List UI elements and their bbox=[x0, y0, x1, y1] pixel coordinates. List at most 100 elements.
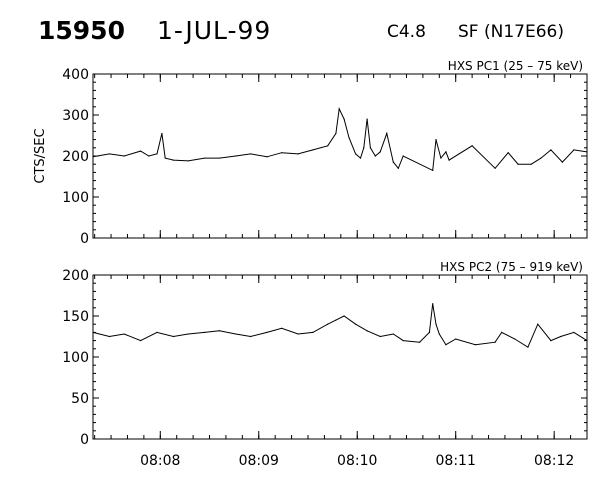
data-point bbox=[266, 156, 268, 158]
data-point bbox=[550, 340, 552, 342]
data-point bbox=[343, 315, 345, 317]
data-point bbox=[172, 159, 175, 161]
x-tick-label: 08:10 bbox=[337, 453, 377, 469]
data-point bbox=[537, 323, 539, 325]
data-point bbox=[249, 153, 252, 155]
data-point bbox=[392, 161, 394, 163]
data-point bbox=[92, 331, 94, 333]
data-point bbox=[312, 149, 314, 151]
data-point bbox=[386, 132, 388, 135]
data-point bbox=[474, 344, 476, 346]
data-point bbox=[108, 153, 111, 155]
data-point bbox=[366, 330, 368, 332]
panel-pc1: HXS PC1 (25 – 75 keV) 0 100 200 300 400 CTS/SE… bbox=[33, 59, 588, 247]
data-point bbox=[335, 132, 337, 135]
x-tick-label: 08:12 bbox=[534, 453, 574, 469]
data-point bbox=[139, 340, 142, 342]
event-number: 15950 bbox=[38, 16, 125, 45]
data-point bbox=[123, 333, 125, 335]
x-tick-label: 08:08 bbox=[140, 453, 180, 469]
data-point bbox=[494, 167, 496, 169]
plot-frame bbox=[92, 73, 588, 239]
data-point bbox=[204, 331, 206, 333]
data-point bbox=[435, 323, 437, 325]
y-tick-label: 400 bbox=[62, 67, 89, 83]
flare-class: C4.8 bbox=[387, 22, 426, 42]
data-point bbox=[374, 155, 376, 157]
data-point bbox=[297, 333, 299, 335]
data-point bbox=[440, 157, 442, 159]
panel-title: HXS PC2 (75 – 919 keV) bbox=[440, 260, 583, 274]
y-tick-label: 50 bbox=[71, 391, 89, 407]
data-point bbox=[354, 323, 357, 325]
data-point bbox=[354, 153, 357, 155]
data-point bbox=[312, 331, 314, 333]
event-date: 1-JUL-99 bbox=[157, 16, 272, 45]
data-point bbox=[402, 340, 404, 342]
data-point bbox=[235, 155, 237, 157]
data-point bbox=[343, 118, 345, 120]
data-point bbox=[517, 163, 519, 165]
data-point bbox=[550, 149, 552, 151]
data-point bbox=[281, 327, 283, 329]
data-point bbox=[338, 108, 340, 110]
data-point bbox=[573, 149, 575, 151]
data-point bbox=[379, 151, 381, 153]
panel-pc2: HXS PC2 (75 – 919 keV) 0 50 100 150 200 08:08 0… bbox=[62, 260, 588, 469]
data-point bbox=[348, 136, 350, 139]
data-point bbox=[249, 335, 252, 338]
data-point bbox=[586, 340, 588, 342]
data-point bbox=[187, 333, 189, 335]
data-point bbox=[156, 153, 158, 155]
y-tick-label: 0 bbox=[80, 231, 89, 247]
data-point bbox=[560, 335, 562, 338]
data-point bbox=[428, 331, 431, 333]
data-point bbox=[218, 330, 220, 332]
flare-location: SF (N17E66) bbox=[458, 22, 564, 42]
data-point bbox=[204, 157, 206, 159]
y-tick-label: 200 bbox=[62, 149, 89, 165]
data-point bbox=[530, 163, 532, 165]
data-point bbox=[363, 147, 365, 149]
data-point bbox=[327, 323, 329, 325]
y-tick-label: 100 bbox=[62, 190, 89, 206]
data-point bbox=[161, 132, 163, 135]
data-point bbox=[527, 346, 529, 348]
data-point bbox=[586, 151, 588, 153]
data-point bbox=[455, 338, 457, 340]
data-point bbox=[164, 157, 166, 159]
x-tick-label: 08:11 bbox=[436, 453, 476, 469]
x-tick-label: 08:09 bbox=[239, 453, 279, 469]
data-point bbox=[540, 157, 542, 159]
data-point bbox=[397, 167, 399, 169]
data-point bbox=[172, 335, 175, 338]
data-point bbox=[392, 333, 394, 335]
data-point bbox=[561, 161, 563, 163]
data-point bbox=[108, 335, 111, 338]
y-tick-label: 100 bbox=[62, 350, 89, 366]
data-point bbox=[379, 335, 381, 338]
data-point bbox=[494, 341, 496, 343]
data-point bbox=[366, 118, 368, 120]
data-point bbox=[445, 151, 447, 153]
data-point bbox=[327, 145, 329, 147]
y-tick-label: 200 bbox=[62, 268, 89, 284]
data-point bbox=[281, 152, 283, 154]
series-line bbox=[92, 107, 588, 172]
y-tick-label: 0 bbox=[80, 432, 89, 448]
plot-frame bbox=[92, 274, 588, 440]
data-point bbox=[92, 156, 94, 158]
data-point bbox=[402, 155, 404, 157]
data-point bbox=[438, 333, 440, 335]
data-point bbox=[187, 160, 189, 162]
y-tick-label: 150 bbox=[62, 309, 89, 325]
data-point bbox=[218, 157, 220, 159]
panel-title: HXS PC1 (25 – 75 keV) bbox=[448, 59, 583, 73]
data-point bbox=[235, 333, 237, 335]
data-point bbox=[359, 157, 362, 159]
data-point bbox=[445, 344, 447, 346]
y-tick-label: 300 bbox=[62, 108, 89, 124]
data-point bbox=[335, 319, 337, 321]
data-point bbox=[297, 153, 299, 155]
